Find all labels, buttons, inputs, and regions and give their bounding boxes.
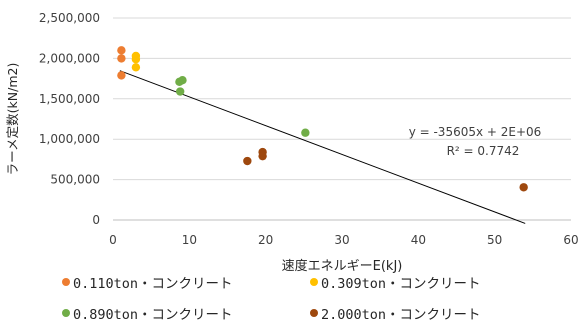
x-tick-label: 40 — [411, 233, 426, 247]
x-tick-label: 30 — [334, 233, 349, 247]
legend-item: 0.110ton・コンクリート — [62, 272, 233, 292]
legend-label: 2.000ton・コンクリート — [321, 307, 481, 323]
data-point — [301, 128, 310, 137]
data-point — [178, 76, 187, 85]
x-axis-title: 速度エネルギーE(kJ) — [282, 258, 403, 274]
legend-item: 0.890ton・コンクリート — [62, 303, 233, 323]
y-tick-label: 0 — [92, 213, 100, 227]
legend-label: 0.890ton・コンクリート — [73, 307, 233, 323]
legend-marker — [62, 278, 70, 286]
x-tick-label: 20 — [258, 233, 273, 247]
y-tick-label: 2,000,000 — [39, 51, 100, 65]
legend-marker — [310, 278, 318, 286]
data-point — [117, 46, 126, 55]
data-point — [175, 87, 185, 96]
legend-item: 0.309ton・コンクリート — [310, 272, 481, 292]
y-tick-label: 500,000 — [50, 173, 100, 187]
x-tick-label: 50 — [487, 233, 502, 247]
legend-marker — [310, 309, 318, 317]
data-point — [131, 63, 141, 72]
legend-label: 0.110ton・コンクリート — [73, 276, 233, 292]
trendline-equation: y = -35605x + 2E+06 — [409, 125, 542, 139]
legend-marker — [62, 309, 70, 317]
legend-item: 2.000ton・コンクリート — [310, 303, 481, 323]
x-tick-label: 0 — [109, 233, 117, 247]
y-tick-label: 2,500,000 — [39, 11, 100, 25]
trendline — [119, 70, 526, 224]
data-point — [243, 156, 252, 166]
y-tick-label: 1,000,000 — [39, 132, 100, 146]
x-tick-label: 60 — [563, 233, 578, 247]
grid-lines — [113, 17, 571, 181]
x-tick-label: 10 — [182, 233, 197, 247]
y-tick-labels: 0 500,000 1,000,000 1,500,000 2,000,000 2,500… — [39, 11, 100, 227]
data-point — [519, 183, 528, 192]
trendline-line — [119, 70, 526, 224]
x-tick-labels: 0 10 20 30 40 50 60 — [109, 233, 578, 247]
data-point — [258, 151, 267, 161]
data-point — [131, 55, 141, 64]
y-tick-label: 1,500,000 — [39, 92, 100, 106]
data-point — [117, 54, 126, 63]
data-points — [117, 46, 528, 192]
trendline-r2: R² = 0.7742 — [447, 144, 520, 158]
legend-label: 0.309ton・コンクリート — [321, 276, 481, 292]
y-axis-title: ラーメ定数(kN/m2) — [5, 63, 20, 176]
data-point — [117, 71, 126, 80]
